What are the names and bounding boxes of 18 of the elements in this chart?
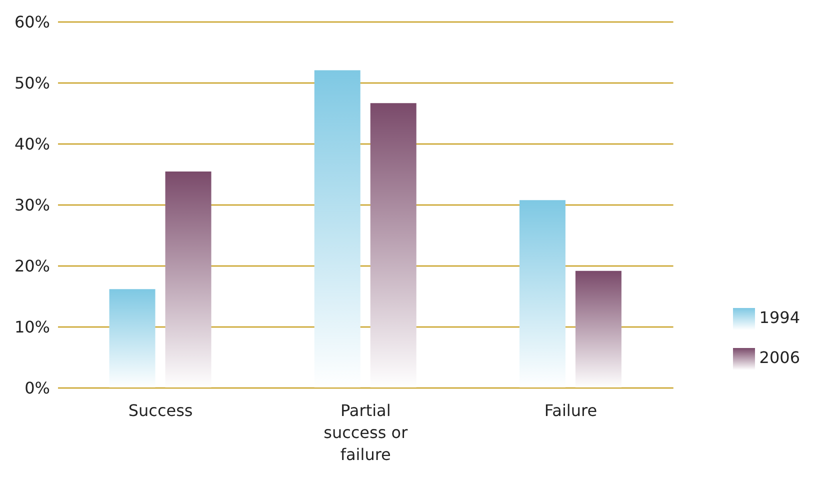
bar [165,171,212,388]
y-tick-label: 50% [14,74,50,93]
legend-label: 1994 [759,308,800,327]
y-tick-label: 0% [24,378,50,398]
bar [370,103,416,388]
y-tick-label: 30% [14,196,50,215]
y-tick-label: 60% [14,12,50,32]
x-tick-label: Failure [544,401,598,420]
bar [575,270,622,388]
x-tick-label: Partial success or failure [324,401,408,464]
legend-label: 2006 [759,348,800,367]
y-tick-label: 40% [14,134,50,154]
bar [314,70,360,388]
y-tick-label: 20% [14,256,50,276]
bar [519,200,566,388]
bar [109,289,156,388]
y-tick-label: 10% [14,318,50,337]
x-tick-label: Success [128,401,193,420]
